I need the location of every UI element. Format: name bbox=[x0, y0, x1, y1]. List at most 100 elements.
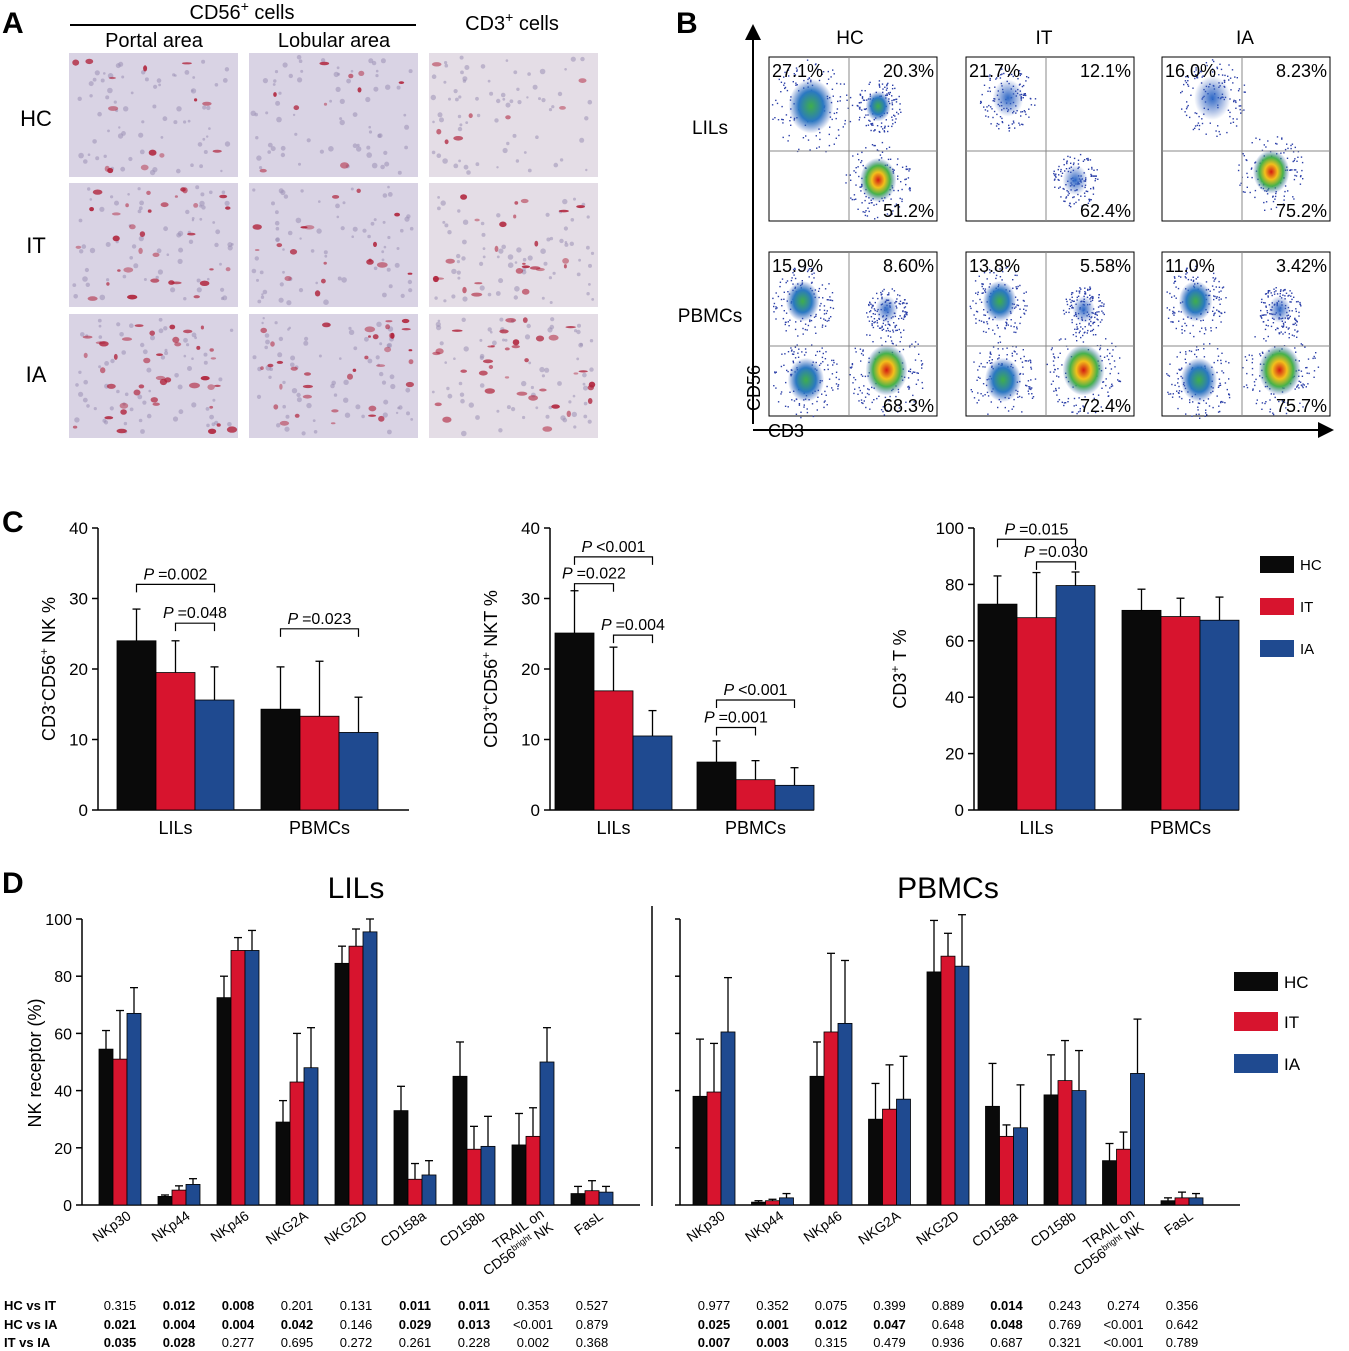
cd56-stain bbox=[152, 402, 160, 406]
event-dot bbox=[1252, 388, 1254, 390]
flow-grid: 27.1% 20.3%51.2%21.7% 12.1%62.4%16.0% 8.23%… bbox=[768, 56, 1331, 419]
event-dot bbox=[1289, 290, 1291, 292]
event-dot bbox=[794, 74, 797, 76]
event-dot bbox=[977, 293, 979, 296]
chart-title: LILs bbox=[328, 872, 385, 905]
nucleus bbox=[78, 218, 83, 223]
event-dot bbox=[1285, 412, 1288, 415]
event-dot bbox=[794, 277, 797, 280]
cd56-stain bbox=[539, 388, 547, 392]
nucleus bbox=[498, 278, 504, 284]
event-dot bbox=[815, 332, 817, 334]
bar-hc bbox=[1043, 1094, 1059, 1206]
nucleus bbox=[98, 324, 102, 328]
event-dot bbox=[1053, 170, 1055, 172]
event-dot bbox=[1238, 88, 1241, 90]
bar-hc bbox=[1102, 1160, 1117, 1206]
event-dot bbox=[886, 148, 888, 150]
nucleus bbox=[500, 92, 506, 98]
nucleus bbox=[333, 71, 339, 78]
event-dot bbox=[1213, 295, 1215, 297]
event-dot bbox=[862, 354, 864, 356]
event-dot bbox=[1239, 99, 1241, 101]
event-dot bbox=[1211, 285, 1214, 287]
cd56-stain bbox=[146, 190, 151, 195]
event-dot bbox=[891, 102, 893, 104]
event-dot bbox=[783, 364, 785, 366]
event-dot bbox=[1091, 329, 1093, 332]
event-dot bbox=[895, 324, 898, 327]
event-dot bbox=[1008, 127, 1011, 129]
nucleus bbox=[457, 276, 461, 280]
pvalue-cell: 0.029 bbox=[399, 1317, 432, 1332]
event-dot bbox=[833, 143, 835, 145]
nucleus bbox=[303, 340, 309, 346]
event-dot bbox=[1076, 412, 1078, 415]
legend-d-label-ia: IA bbox=[1284, 1055, 1301, 1074]
event-dot bbox=[1205, 62, 1208, 64]
cd56-stain bbox=[138, 384, 145, 389]
event-dot bbox=[1267, 140, 1269, 142]
event-dot bbox=[1077, 163, 1080, 165]
event-dot bbox=[1296, 321, 1298, 323]
event-dot bbox=[1011, 355, 1014, 357]
event-dot bbox=[1094, 178, 1097, 180]
nucleus bbox=[178, 409, 184, 415]
event-dot bbox=[908, 170, 910, 172]
nucleus bbox=[462, 219, 469, 225]
event-dot bbox=[1068, 192, 1070, 195]
event-dot bbox=[1019, 74, 1021, 77]
event-dot bbox=[850, 179, 852, 181]
bar-hc bbox=[554, 632, 595, 811]
event-dot bbox=[877, 297, 879, 300]
nucleus bbox=[383, 150, 388, 155]
event-dot bbox=[1186, 272, 1188, 274]
event-dot bbox=[895, 118, 897, 120]
bar-ia bbox=[421, 1174, 437, 1206]
bar-it bbox=[823, 1031, 839, 1206]
event-dot bbox=[1102, 312, 1104, 314]
event-dot bbox=[1013, 350, 1015, 352]
nucleus bbox=[331, 380, 337, 386]
event-dot bbox=[898, 328, 900, 331]
event-dot bbox=[1028, 116, 1030, 118]
pvalue-cell: 0.013 bbox=[458, 1317, 491, 1332]
pvalue-cell: 0.131 bbox=[340, 1298, 373, 1313]
cd56-stain bbox=[462, 286, 467, 294]
event-dot bbox=[1185, 413, 1187, 415]
quadrant-ur-value: 8.60% bbox=[883, 256, 934, 276]
nucleus bbox=[436, 153, 442, 158]
event-dot bbox=[773, 302, 776, 305]
event-dot bbox=[1194, 125, 1197, 127]
event-dot bbox=[1201, 122, 1204, 125]
nucleus bbox=[514, 286, 520, 292]
bar-it bbox=[593, 690, 634, 811]
event-dot bbox=[1101, 302, 1103, 304]
cd56-stain bbox=[401, 318, 410, 324]
event-dot bbox=[1084, 331, 1086, 333]
quadrant-lr-value: 51.2% bbox=[883, 201, 934, 221]
event-dot bbox=[1166, 291, 1168, 293]
category-label: PBMCs bbox=[289, 818, 350, 838]
event-dot bbox=[1108, 358, 1110, 361]
event-dot bbox=[1017, 304, 1020, 307]
p-value: =0.001 bbox=[719, 710, 768, 727]
density-blob bbox=[865, 90, 891, 122]
nucleus bbox=[227, 422, 232, 427]
event-dot bbox=[891, 104, 894, 106]
event-dot bbox=[837, 129, 840, 131]
event-dot bbox=[1273, 293, 1276, 295]
cd56-stain bbox=[407, 272, 413, 275]
event-dot bbox=[1017, 78, 1019, 80]
event-dot bbox=[864, 396, 867, 398]
event-dot bbox=[1030, 388, 1032, 391]
pvalue-cell: 0.047 bbox=[873, 1317, 906, 1332]
event-dot bbox=[1029, 387, 1031, 390]
event-dot bbox=[861, 375, 864, 377]
event-dot bbox=[1260, 301, 1263, 303]
nucleus bbox=[382, 292, 387, 298]
nucleus bbox=[368, 130, 373, 134]
event-dot bbox=[1185, 114, 1188, 117]
event-dot bbox=[1291, 310, 1293, 312]
event-dot bbox=[1173, 295, 1176, 297]
